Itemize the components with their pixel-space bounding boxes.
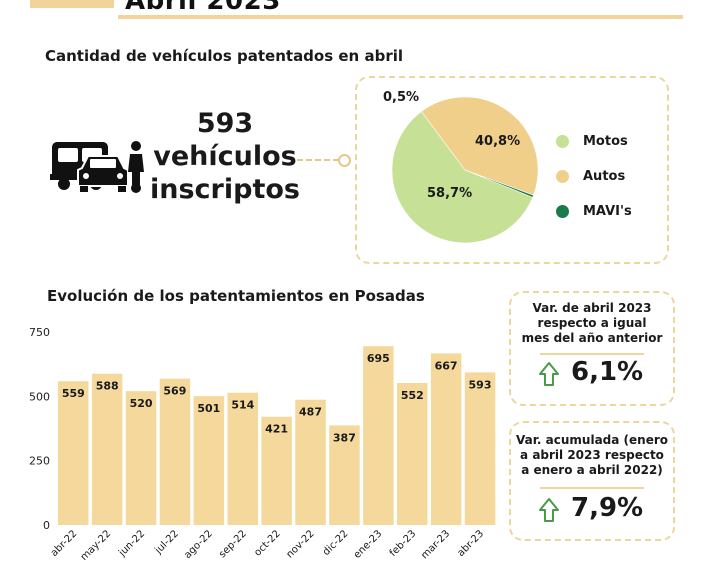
var-accum-text: Var. acumulada (enero a abril 2023 respe…: [511, 433, 673, 478]
bar-jul-22: [159, 378, 191, 525]
vehicle-count-label-2: inscriptos: [150, 174, 300, 205]
bar-dic-22: [329, 425, 360, 525]
header-underline: [118, 15, 683, 19]
var-monthly-separator: [540, 353, 644, 355]
legend-item-mavis: MAVI's: [556, 203, 632, 219]
var-accum-box: Var. acumulada (enero a abril 2023 respe…: [509, 421, 675, 541]
page-title: Abril 2023: [125, 0, 281, 16]
var-monthly-line-1: Var. de abril 2023: [532, 301, 652, 315]
x-tick-label: mar-23: [419, 528, 452, 561]
bar-value-label: 520: [130, 397, 153, 410]
pie-label-mavis: 0,5%: [383, 90, 420, 105]
pie-slice-autos: [420, 96, 539, 196]
var-accum-line-3: a enero a abril 2022): [521, 463, 663, 477]
bar-ago-22: [193, 396, 225, 525]
var-monthly-box: Var. de abril 2023 respecto a igual mes …: [509, 291, 675, 406]
bar-value-label: 501: [197, 402, 220, 415]
bar-value-label: 552: [401, 389, 424, 402]
x-tick-label: nov-22: [284, 528, 316, 560]
up-arrow-icon: [539, 498, 559, 522]
x-tick-label: dic-22: [321, 528, 351, 558]
x-tick-label: ago-22: [182, 528, 215, 561]
bar-ene-23: [363, 346, 394, 525]
x-tick-label: jul-22: [153, 528, 181, 556]
connector-dot: [338, 154, 351, 167]
legend-item-motos: Motos: [556, 133, 628, 149]
bar-abr-22: [58, 381, 89, 525]
connector-line: [297, 159, 339, 161]
bar-oct-22: [261, 416, 292, 525]
pie-slice-motos: [391, 111, 534, 244]
evolution-title: Evolución de los patentamientos en Posad…: [47, 287, 425, 305]
bar-value-label: 569: [163, 385, 186, 398]
bar-sep-22: [227, 392, 258, 525]
legend-label-autos: Autos: [583, 168, 626, 184]
bar-may-22: [91, 373, 123, 525]
vehicle-count: 593: [196, 108, 254, 139]
var-accum-line-2: a abril 2023 respecto: [520, 448, 664, 462]
vehicles-icon: [50, 141, 144, 193]
pie-chart-panel: [355, 76, 669, 264]
header-accent-block: [30, 0, 114, 8]
bar-jun-22: [125, 391, 157, 525]
bar-value-label: 514: [231, 399, 254, 412]
summary-title: Cantidad de vehículos patentados en abri…: [45, 47, 403, 65]
legend-item-autos: Autos: [556, 168, 625, 184]
bar-nov-22: [295, 399, 326, 525]
vehicle-count-block: 593 vehículos inscriptos: [150, 107, 300, 206]
legend-swatch-mavis: [556, 204, 569, 218]
vehicle-count-label-1: vehículos: [153, 141, 297, 172]
legend-swatch-motos: [556, 134, 569, 148]
bar-value-label: 588: [96, 380, 119, 393]
pie-label-autos: 40,8%: [475, 134, 521, 149]
y-tick-label: 0: [43, 519, 50, 532]
var-monthly-line-3: mes del año anterior: [521, 331, 663, 345]
bar-value-label: 559: [62, 387, 85, 400]
bar-mar-23: [430, 353, 462, 525]
x-tick-label: feb-23: [388, 528, 419, 559]
bar-value-label: 487: [299, 406, 322, 419]
y-tick-label: 250: [29, 455, 50, 468]
x-tick-label: may-22: [79, 528, 114, 563]
var-accum-separator: [540, 487, 644, 489]
bar-value-label: 667: [435, 359, 458, 372]
bar-value-label: 593: [469, 378, 492, 391]
bar-abr-23: [464, 372, 496, 525]
bar-feb-23: [397, 383, 428, 525]
x-tick-label: jun-22: [116, 528, 147, 559]
legend-label-motos: Motos: [583, 133, 628, 149]
x-tick-label: ene-23: [352, 528, 385, 561]
var-monthly-text: Var. de abril 2023 respecto a igual mes …: [511, 301, 673, 346]
bar-chart: 0 250 500 750 559 abr-22 588 may-22 520 jun-22 569…: [29, 326, 496, 563]
legend-swatch-autos: [556, 169, 569, 183]
x-tick-label: abr-23: [456, 528, 487, 559]
legend-label-mavis: MAVI's: [583, 203, 632, 219]
bar-value-label: 421: [265, 423, 288, 436]
x-tick-label: sep-22: [217, 528, 249, 560]
y-tick-label: 750: [29, 326, 50, 339]
pie-label-motos: 58,7%: [427, 186, 473, 201]
var-monthly-line-2: respecto a igual: [537, 316, 647, 330]
var-accum-value: 7,9%: [571, 493, 644, 523]
bar-value-label: 387: [333, 431, 356, 444]
var-accum-line-1: Var. acumulada (enero: [515, 433, 668, 447]
pie-slice-mavis: [464, 169, 534, 198]
x-tick-label: oct-22: [252, 528, 282, 558]
bar-value-label: 695: [367, 352, 390, 365]
up-arrow-icon: [539, 362, 559, 386]
x-tick-label: abr-22: [49, 528, 80, 559]
y-tick-label: 500: [29, 390, 50, 403]
pie-chart: [391, 96, 539, 244]
var-monthly-value: 6,1%: [571, 357, 644, 387]
